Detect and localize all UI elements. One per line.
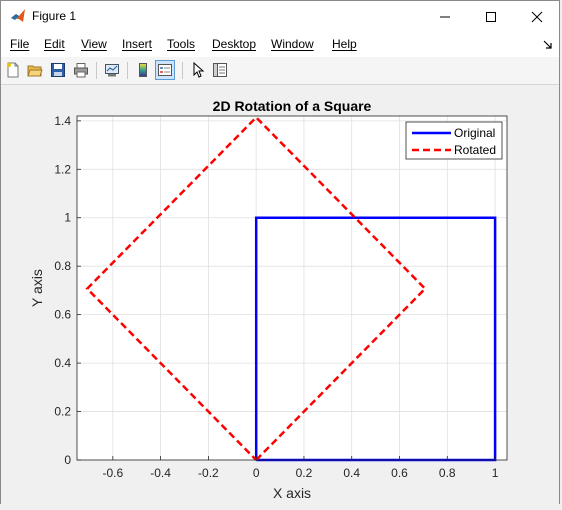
legend-label-rotated: Rotated [454, 143, 496, 157]
link-plot-icon [105, 64, 119, 77]
toolbar-separator [127, 62, 128, 79]
new-figure-button[interactable] [3, 60, 23, 80]
series-line-rotated [85, 115, 427, 461]
open-file-button[interactable] [25, 60, 45, 80]
menu-desktop[interactable]: Desktop [212, 37, 257, 51]
link-plot-button[interactable] [102, 60, 122, 80]
axes-background [77, 116, 507, 460]
insert-legend-icon [158, 64, 172, 76]
save-button[interactable] [48, 60, 68, 80]
plot-svg[interactable]: -0.6 -0.4 -0.2 0 0.2 0.4 0.6 0.8 1 0 0.2 0.4 0.6 0.8 1… [1, 85, 561, 505]
x-tick-label: 0.6 [391, 466, 408, 480]
edit-plot-icon [193, 62, 205, 78]
axes-box [76, 115, 508, 461]
x-tick-label: 0 [253, 466, 260, 480]
x-tick-label: 1 [492, 466, 499, 480]
axis-ticks: -0.6 -0.4 -0.2 0 0.2 0.4 0.6 0.8 1 0 0.2 0.4 0.6 0.8 1… [54, 114, 498, 480]
menu-window[interactable]: Window [271, 37, 314, 51]
y-tick-label: 1.2 [54, 162, 71, 176]
title-bar[interactable]: Figure 1 [1, 1, 559, 32]
close-button[interactable] [514, 1, 560, 32]
new-figure-icon [7, 62, 19, 78]
legend[interactable]: Original Rotated [405, 121, 503, 160]
insert-colorbar-icon [139, 63, 147, 77]
y-tick-label: 0.6 [54, 308, 71, 322]
maximize-button[interactable] [468, 1, 514, 32]
y-tick-label: 0.2 [54, 405, 71, 419]
legend-box [405, 121, 503, 160]
y-tick-label: 0 [64, 453, 71, 467]
menu-help[interactable]: Help [332, 37, 357, 51]
y-tick-label: 0.4 [54, 356, 71, 370]
chart-title: 2D Rotation of a Square [213, 98, 372, 114]
property-inspector-icon [213, 63, 227, 77]
menu-tools[interactable]: Tools [167, 37, 196, 51]
print-button[interactable] [71, 60, 91, 80]
toolbar-separator [96, 62, 97, 79]
maximize-icon [486, 11, 496, 22]
x-tick-label: -0.2 [198, 466, 219, 480]
x-tick-label: 0.4 [343, 466, 360, 480]
save-icon [51, 63, 65, 77]
minimize-icon [440, 16, 450, 17]
x-axis-label: X axis [273, 485, 311, 501]
x-tick-label: -0.4 [150, 466, 171, 480]
edit-plot-button[interactable] [188, 60, 208, 80]
property-inspector-button[interactable] [210, 60, 230, 80]
y-tick-label: 0.8 [54, 259, 71, 273]
print-icon [74, 63, 88, 78]
dock-arrow-icon[interactable] [543, 40, 553, 50]
close-icon [531, 11, 543, 22]
x-tick-label: 0.2 [296, 466, 313, 480]
y-axis-label: Y axis [29, 269, 45, 307]
x-tick-label: 0.8 [439, 466, 456, 480]
menu-insert[interactable]: Insert [122, 37, 153, 51]
toolbar-separator [182, 62, 183, 79]
matlab-logo-icon [11, 9, 25, 22]
menu-file[interactable]: File [10, 37, 30, 51]
y-tick-label: 1.4 [54, 114, 71, 128]
y-tick-label: 1 [64, 211, 71, 225]
window-title: Figure 1 [32, 9, 77, 23]
insert-legend-button[interactable] [155, 60, 175, 80]
legend-label-original: Original [454, 126, 495, 140]
insert-colorbar-button[interactable] [133, 60, 153, 80]
x-tick-label: -0.6 [102, 466, 123, 480]
figure-canvas[interactable]: -0.6 -0.4 -0.2 0 0.2 0.4 0.6 0.8 1 0 0.2 0.4 0.6 0.8 1… [1, 85, 559, 505]
menu-bar: File Edit View Insert Tools Desktop Wind… [1, 32, 559, 57]
menu-edit[interactable]: Edit [44, 37, 65, 51]
minimize-button[interactable] [422, 1, 468, 32]
open-file-icon [27, 65, 43, 77]
figure-toolbar [1, 57, 559, 85]
menu-view[interactable]: View [81, 37, 107, 51]
